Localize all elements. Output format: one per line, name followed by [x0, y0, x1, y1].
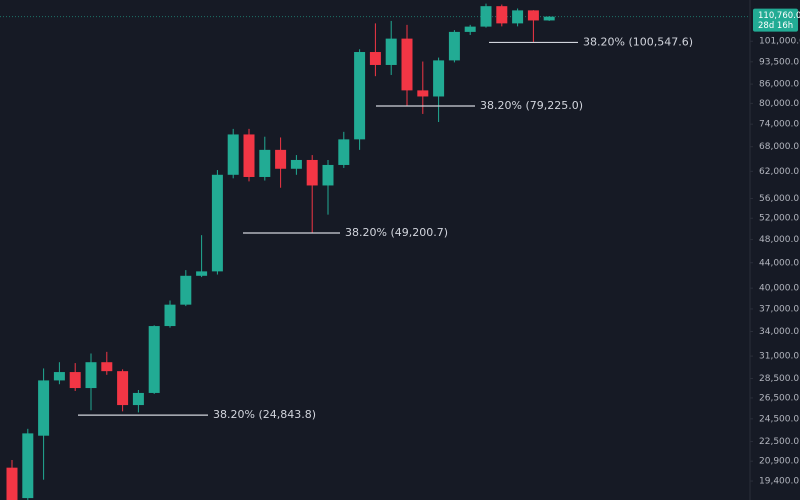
candle-body: [290, 159, 302, 169]
candle-body: [101, 362, 113, 372]
y-tick-label: 48,000.0: [759, 235, 799, 245]
y-tick-label: 62,000.0: [759, 167, 799, 177]
candle-body: [275, 149, 287, 169]
y-tick-label: 101,000.0: [759, 37, 800, 47]
y-tick-label: 74,000.0: [759, 120, 799, 130]
candle-body: [132, 392, 144, 406]
y-tick-label: 28,500.0: [759, 374, 799, 384]
y-tick-label: 80,000.0: [759, 99, 799, 109]
candle-body: [53, 372, 65, 381]
y-tick-label: 26,500.0: [759, 393, 799, 403]
candle-body: [22, 433, 34, 499]
candle-body: [227, 134, 239, 175]
y-tick-label: 22,500.0: [759, 437, 799, 447]
candle-body: [417, 90, 429, 97]
candle-body: [243, 134, 255, 177]
candle-body: [401, 38, 413, 91]
candle-body: [117, 371, 129, 406]
y-tick-label: 24,500.0: [759, 414, 799, 424]
candle-body: [527, 10, 539, 21]
candle-body: [385, 38, 397, 65]
y-tick-label: 20,900.0: [759, 457, 799, 467]
candle-body: [480, 6, 492, 27]
candle-body: [448, 31, 460, 61]
candle-body: [180, 275, 192, 305]
countdown: 28d 16h: [758, 21, 793, 31]
candle-body: [433, 60, 445, 97]
candle-body: [338, 139, 350, 165]
candle-body: [512, 10, 524, 24]
fib-label: 38.20% (24,843.8): [213, 408, 316, 421]
candle-body: [354, 52, 366, 140]
candle-body: [464, 26, 476, 32]
fib-label: 38.20% (79,225.0): [480, 99, 583, 112]
y-tick-label: 37,000.0: [759, 304, 799, 314]
y-tick-label: 68,000.0: [759, 142, 799, 152]
price-tag-label: 110,760.0: [758, 11, 800, 21]
candle-body: [496, 6, 508, 24]
y-tick-label: 34,000.0: [759, 327, 799, 337]
candle-body: [38, 380, 50, 436]
candle-body: [69, 372, 81, 389]
y-tick-label: 19,400.0: [759, 477, 799, 487]
price-tag: [753, 8, 798, 32]
candle-body: [85, 362, 97, 389]
candle-body: [322, 164, 334, 186]
candle-body: [196, 271, 208, 276]
y-tick-label: 93,500.0: [759, 57, 799, 67]
candle-body: [164, 304, 176, 327]
y-tick-label: 44,000.0: [759, 258, 799, 268]
candle-body: [306, 159, 318, 186]
y-tick-label: 56,000.0: [759, 194, 799, 204]
candle-body: [6, 467, 18, 500]
candle-body: [211, 174, 223, 272]
y-tick-label: 52,000.0: [759, 214, 799, 224]
y-tick-label: 31,000.0: [759, 352, 799, 362]
y-tick-label: 40,000.0: [759, 284, 799, 294]
candle-body: [259, 149, 271, 177]
fib-label: 38.20% (100,547.6): [583, 35, 693, 48]
y-tick-label: 86,000.0: [759, 80, 799, 90]
candle-body: [543, 16, 555, 21]
fib-label: 38.20% (49,200.7): [345, 226, 448, 239]
candle-body: [369, 52, 381, 65]
candle-body: [148, 326, 160, 393]
